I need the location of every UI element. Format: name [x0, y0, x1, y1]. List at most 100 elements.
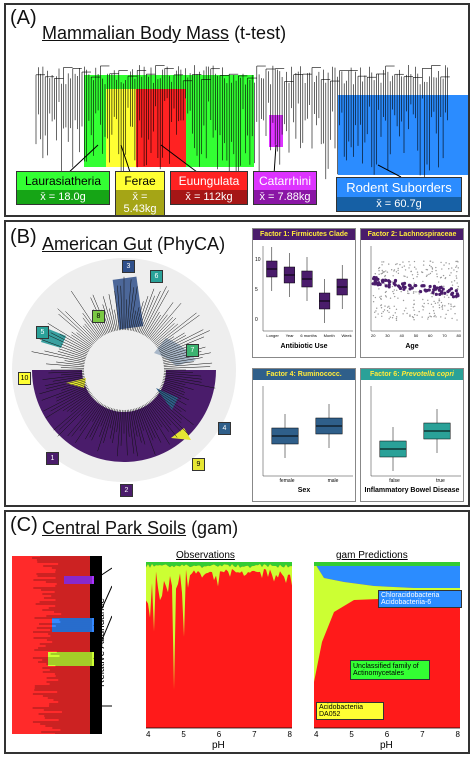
point	[378, 273, 380, 276]
point	[403, 285, 407, 289]
point	[413, 319, 415, 321]
factor-4-header: Factor 4: Ruminococc.	[253, 369, 355, 380]
tree-number-6: 6	[150, 270, 163, 283]
tree-branch	[158, 389, 187, 406]
point	[388, 311, 390, 314]
point	[431, 295, 433, 298]
point	[443, 291, 447, 295]
tick: 6	[216, 730, 222, 739]
point	[374, 273, 376, 275]
point	[378, 288, 380, 290]
point	[391, 281, 393, 283]
tick: false	[389, 478, 400, 484]
point	[403, 265, 406, 267]
point	[422, 264, 425, 266]
point	[446, 294, 448, 296]
tree-branch	[157, 390, 179, 404]
point	[374, 296, 377, 299]
tree-branch	[161, 346, 188, 357]
factor-6-plot: Factor 6: Prevotella copri false true In…	[360, 368, 464, 502]
tick: 4	[314, 730, 319, 739]
tree-branch	[143, 290, 169, 336]
tree-branch	[126, 409, 130, 437]
pred-xticks: 4 5 6 7 8	[314, 730, 460, 739]
clade-name: Catarrhini	[258, 174, 312, 188]
tick: 7	[420, 730, 425, 739]
tick: 4	[146, 730, 151, 739]
tick: 6	[384, 730, 390, 739]
point	[456, 270, 458, 273]
tree-branch	[57, 351, 86, 360]
point	[436, 275, 438, 278]
point	[435, 316, 437, 318]
tree-branch	[161, 383, 186, 393]
point	[383, 309, 386, 311]
tree-branch	[50, 332, 89, 353]
point	[404, 275, 406, 278]
tree-branch	[161, 382, 184, 390]
tree-branch	[160, 385, 185, 396]
tree-branch	[163, 376, 202, 383]
point	[429, 260, 431, 262]
point	[423, 302, 425, 305]
obs-xlabel: pH	[212, 740, 225, 751]
tree-branch	[109, 408, 115, 429]
tree-branch	[126, 279, 132, 331]
panel-b: (B) American Gut (PhyCA) 3 6 8 5 7 10 4 …	[4, 220, 470, 507]
point	[397, 297, 399, 299]
tree-branch	[133, 307, 140, 332]
obs-layer-yellow	[146, 562, 292, 690]
point	[434, 292, 438, 296]
tree-branch	[46, 363, 85, 368]
clade-laurasiatheria: Laurasiatheria x̄ = 18.0g	[16, 171, 110, 205]
point	[382, 271, 384, 274]
point	[443, 264, 445, 266]
point	[427, 302, 429, 305]
tree-branch	[139, 406, 154, 441]
tick: 6 months	[300, 333, 317, 338]
point	[444, 317, 446, 319]
point	[425, 275, 428, 277]
tick: male	[327, 478, 339, 484]
tree-branch	[157, 392, 187, 412]
point	[422, 309, 424, 311]
observations-title: Observations	[176, 550, 235, 561]
point	[413, 282, 415, 284]
clade-catarrhini: Catarrhini x̄ = 7.88kg	[253, 171, 317, 205]
point	[404, 269, 407, 271]
tree-branch	[81, 399, 98, 417]
point	[418, 293, 420, 295]
panel-b-title-suffix: (PhyCA)	[152, 234, 226, 254]
point	[387, 279, 391, 283]
point	[381, 315, 383, 317]
point	[411, 274, 414, 276]
panel-a: (A) Mammalian Body Mass (t-test) Laurasi…	[4, 3, 470, 217]
point	[392, 275, 394, 277]
tree-branch	[82, 317, 100, 339]
point	[428, 264, 431, 267]
point	[456, 282, 458, 284]
tree-branch	[154, 323, 179, 345]
point	[421, 305, 424, 307]
point	[395, 316, 398, 318]
tree-branch	[67, 400, 99, 437]
point	[450, 305, 452, 307]
tree-branch	[91, 406, 108, 441]
point	[388, 318, 390, 320]
factor-1-boxplot: 10 5 0	[255, 246, 353, 332]
tree-branch	[65, 311, 96, 342]
point	[381, 264, 383, 266]
point	[410, 270, 412, 273]
tree-branch	[160, 336, 205, 355]
tree-branch	[136, 296, 149, 333]
factor-6-boxplot	[370, 386, 461, 477]
tree-branch	[152, 398, 189, 435]
point	[384, 284, 388, 288]
tree-branch	[100, 406, 109, 427]
tree-branch	[76, 332, 93, 346]
point	[387, 283, 391, 287]
legend-mid: Unclassified family of Actinomycetales	[350, 660, 430, 680]
panel-c-title-main: Central Park Soils	[42, 518, 187, 538]
tree-branch	[89, 405, 107, 438]
point	[408, 267, 410, 269]
